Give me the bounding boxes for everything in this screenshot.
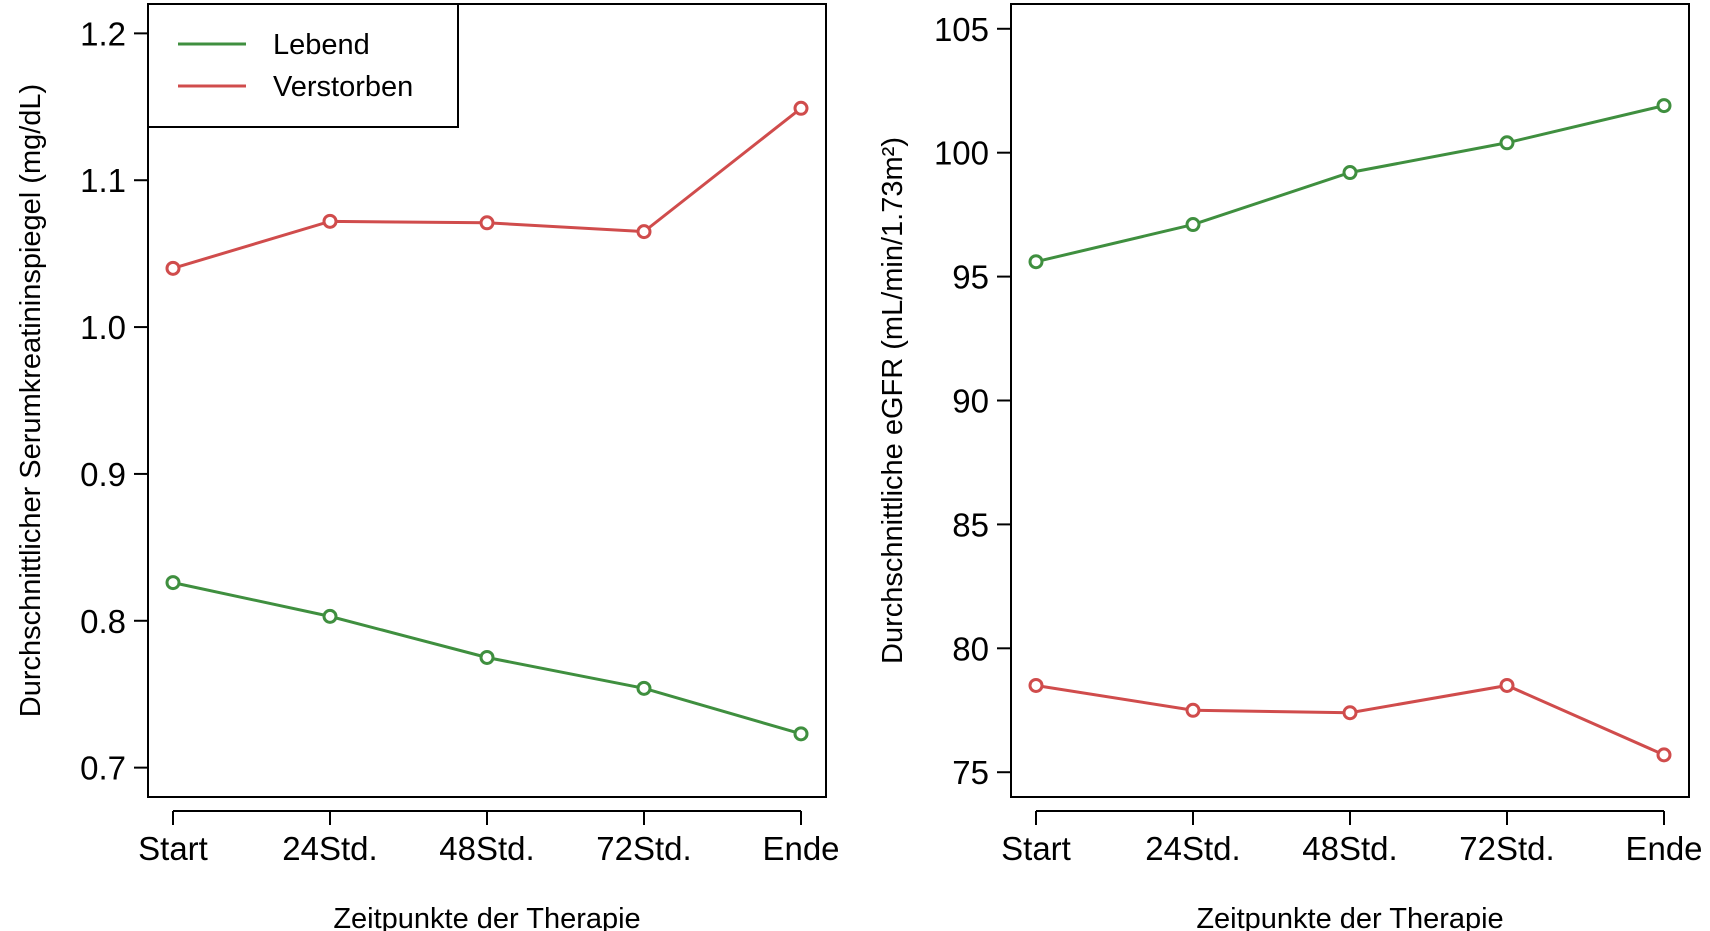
data-point-lebend bbox=[636, 680, 652, 696]
y-axis-title: Durchschnittlicher Serumkreatininspiegel… bbox=[15, 84, 47, 717]
x-axis-title: Zeitpunkte der Therapie bbox=[333, 903, 640, 931]
x-tick-label: 48Std. bbox=[439, 830, 534, 867]
data-point-verstorben bbox=[1342, 705, 1358, 721]
panel-serum-creatinine: 0.7 0.8 0.9 1.0 1.1 1.2 Start 24Std. 48Std. 72Std… bbox=[15, 3, 840, 931]
data-point-verstorben bbox=[479, 215, 495, 231]
x-tick-label: Start bbox=[138, 830, 208, 867]
data-point-lebend bbox=[1028, 254, 1044, 270]
y-tick-label: 80 bbox=[952, 630, 989, 667]
y-tick-label: 105 bbox=[934, 11, 989, 48]
data-point-verstorben bbox=[793, 100, 809, 116]
legend-box bbox=[147, 3, 459, 128]
data-point-verstorben bbox=[322, 213, 338, 229]
data-point-verstorben bbox=[1185, 702, 1201, 718]
x-tick-label: Ende bbox=[762, 830, 839, 867]
y-tick-label: 100 bbox=[934, 135, 989, 172]
y-tick-label: 0.9 bbox=[80, 456, 126, 493]
legend: Lebend Verstorben bbox=[147, 3, 459, 128]
x-tick-label: 24Std. bbox=[282, 830, 377, 867]
series-line-verstorben bbox=[172, 107, 802, 270]
data-point-lebend bbox=[1499, 135, 1515, 151]
data-point-lebend bbox=[479, 649, 495, 665]
y-tick-label: 1.2 bbox=[80, 15, 126, 52]
data-point-verstorben bbox=[636, 224, 652, 240]
x-tick-label: Start bbox=[1001, 830, 1071, 867]
data-point-verstorben bbox=[1499, 677, 1515, 693]
x-tick-label: 72Std. bbox=[1459, 830, 1554, 867]
data-point-verstorben bbox=[165, 260, 181, 276]
data-point-lebend bbox=[322, 608, 338, 624]
legend-label-verstorben: Verstorben bbox=[273, 71, 413, 103]
y-tick-label: 75 bbox=[952, 754, 989, 791]
data-point-lebend bbox=[1185, 217, 1201, 233]
plot-frame bbox=[147, 3, 827, 798]
legend-label-lebend: Lebend bbox=[273, 29, 370, 61]
y-tick-label: 90 bbox=[952, 383, 989, 420]
y-axis-title: Durchschnittliche eGFR (mL/min/1.73m²) bbox=[877, 137, 909, 664]
x-axis-title: Zeitpunkte der Therapie bbox=[1196, 903, 1503, 931]
data-point-verstorben bbox=[1656, 747, 1672, 763]
panel-egfr: 75 80 85 90 95 100 105 Start 24Std. 48Std. 72Std. E… bbox=[877, 3, 1703, 931]
y-tick-label: 0.7 bbox=[80, 750, 126, 787]
data-point-lebend bbox=[165, 575, 181, 591]
series-line-lebend bbox=[1035, 104, 1665, 264]
x-tick-label: Ende bbox=[1625, 830, 1702, 867]
y-tick-label: 85 bbox=[952, 506, 989, 543]
data-point-lebend bbox=[1656, 98, 1672, 114]
data-point-verstorben bbox=[1028, 677, 1044, 693]
data-point-lebend bbox=[793, 726, 809, 742]
y-tick-label: 0.8 bbox=[80, 603, 126, 640]
y-tick-label: 95 bbox=[952, 259, 989, 296]
x-tick-label: 24Std. bbox=[1145, 830, 1240, 867]
y-tick-label: 1.0 bbox=[80, 309, 126, 346]
y-tick-label: 1.1 bbox=[80, 162, 126, 199]
x-tick-label: 48Std. bbox=[1302, 830, 1397, 867]
data-point-lebend bbox=[1342, 165, 1358, 181]
x-tick-label: 72Std. bbox=[596, 830, 691, 867]
